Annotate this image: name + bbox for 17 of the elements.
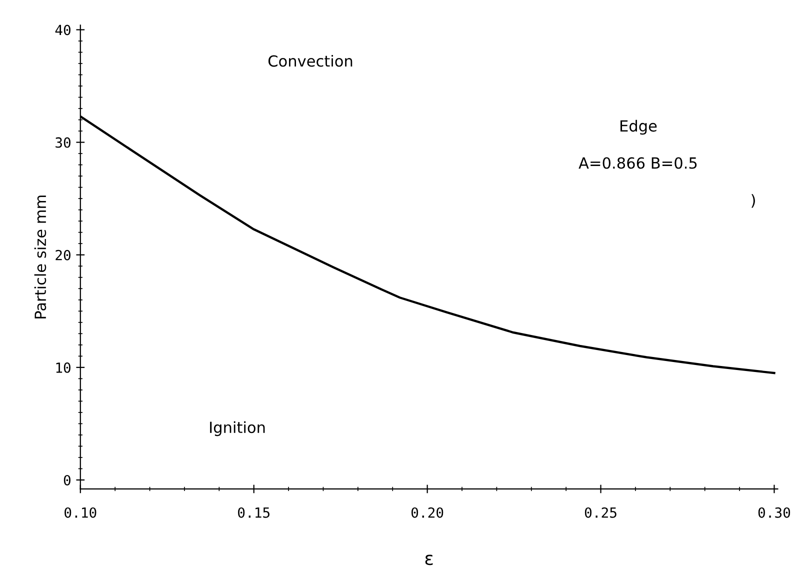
y-axis-title: Particle size mm	[34, 196, 46, 318]
y-tick-label: 10	[56, 362, 70, 373]
x-axis-title: ε	[425, 554, 433, 566]
y-tick-label: 30	[56, 137, 70, 148]
annotation: Ignition	[210, 421, 265, 436]
x-tick-label: 0.30	[758, 507, 790, 518]
y-tick-label: 20	[56, 250, 70, 260]
x-tick-label: 0.10	[64, 507, 96, 518]
annotation: Convection	[268, 54, 352, 67]
y-tick-label: 40	[55, 24, 70, 36]
annotation: A=0.866 B=0.5	[578, 157, 697, 169]
y-tick-label: 0	[64, 474, 70, 486]
annotation: )	[752, 194, 755, 208]
x-tick-label: 0.25	[584, 507, 616, 518]
x-tick-label: 0.15	[238, 507, 270, 518]
annotation: Edge	[620, 120, 657, 135]
x-tick-label: 0.20	[411, 507, 444, 518]
